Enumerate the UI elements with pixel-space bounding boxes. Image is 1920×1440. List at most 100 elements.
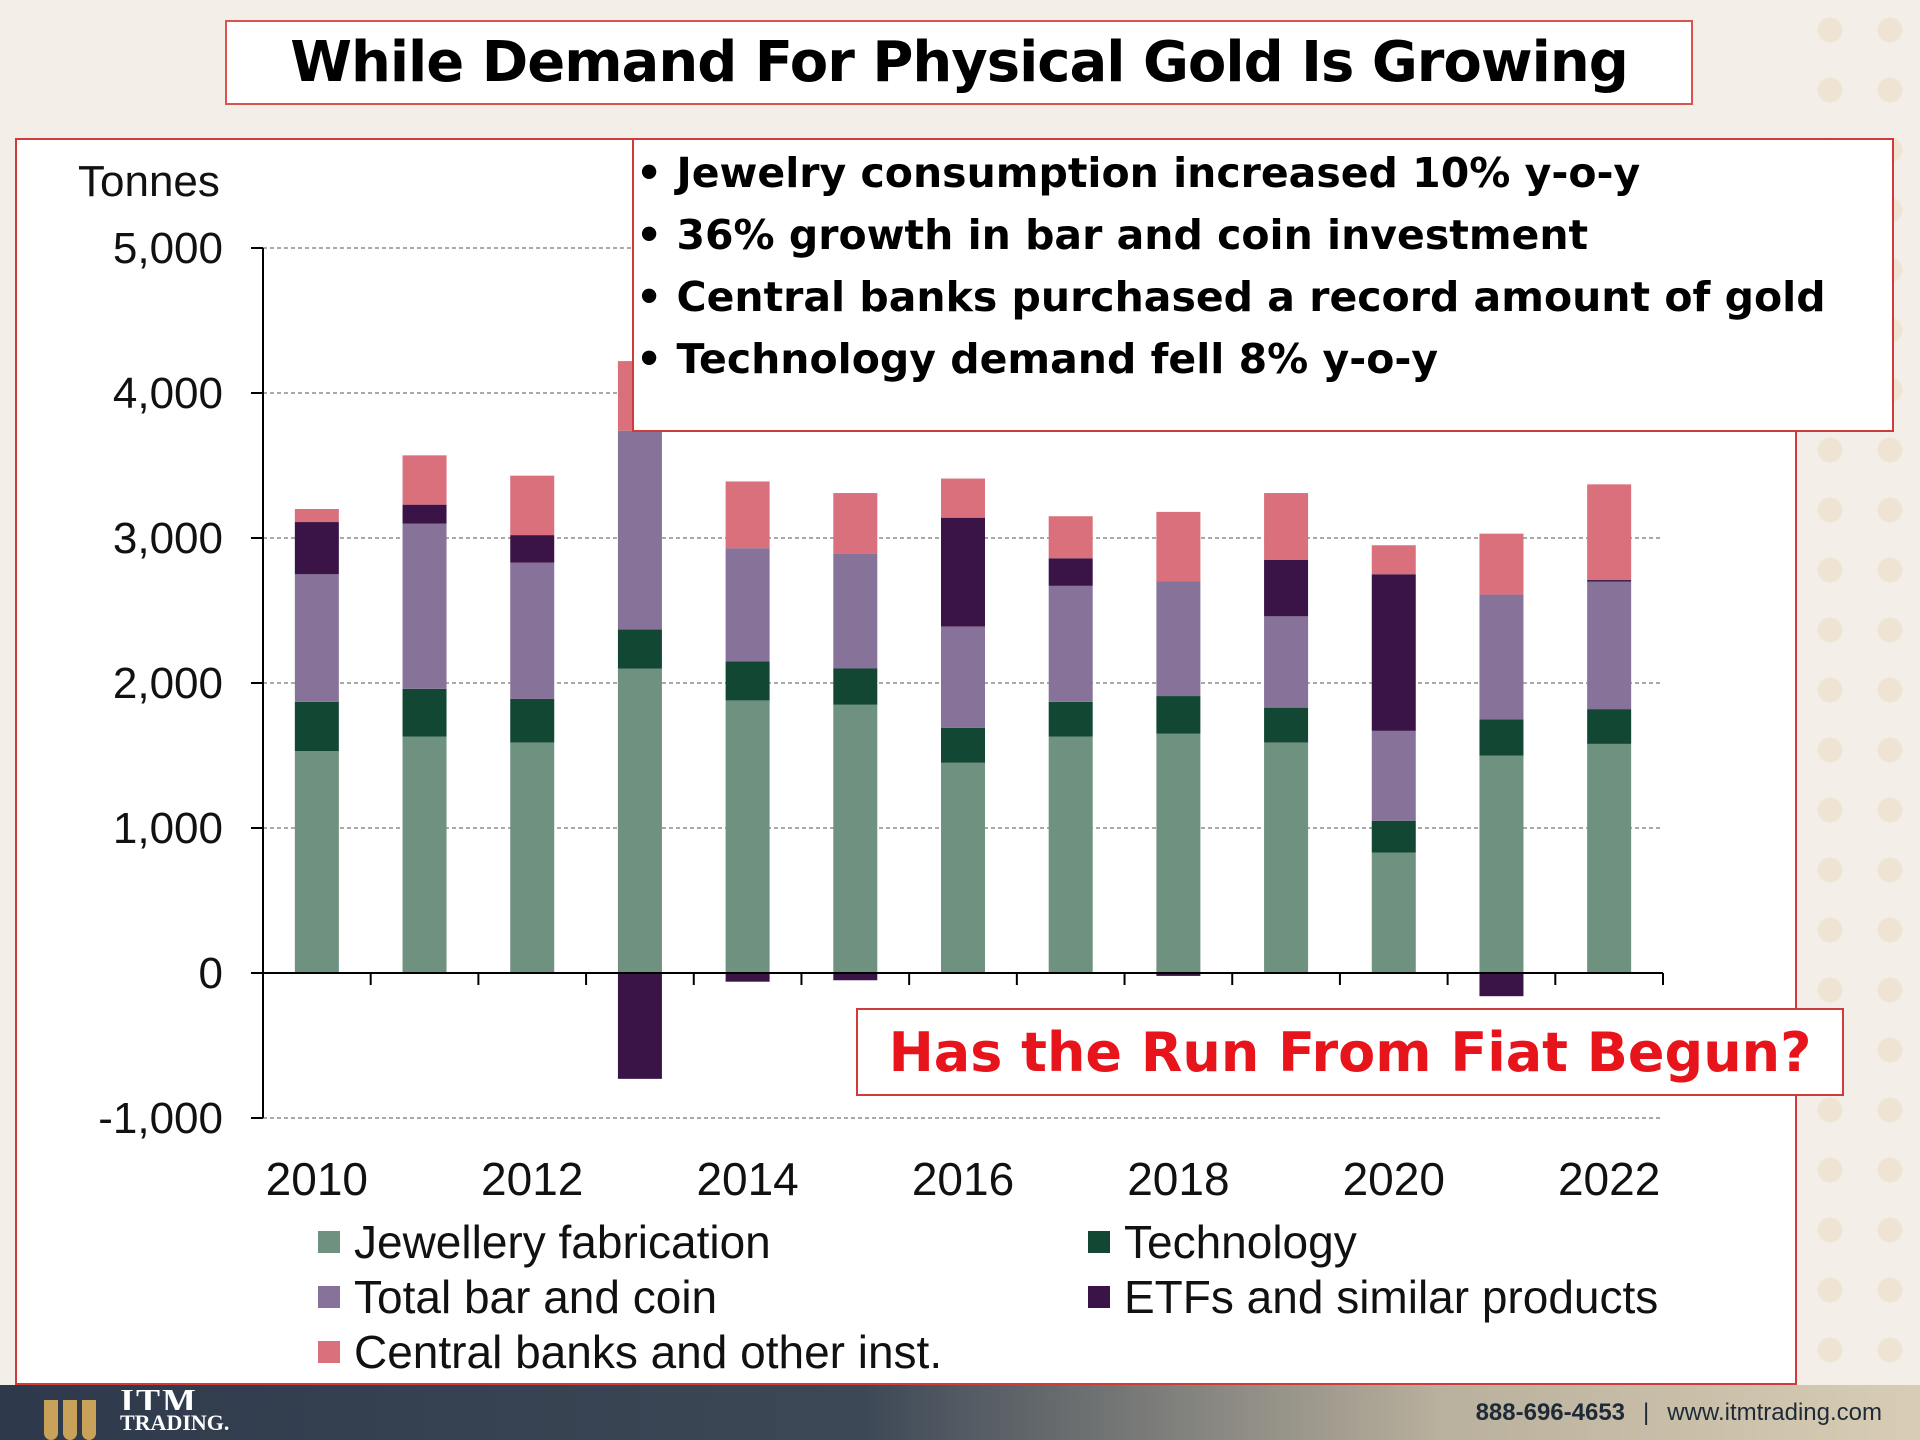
website-link[interactable]: www.itmtrading.com <box>1667 1398 1882 1426</box>
footer-contact: 888-696-4653 | www.itmtrading.com <box>1476 1385 1882 1440</box>
bar-segment <box>1156 511 1201 582</box>
callout-bullet: • Jewelry consumption increased 10% y-o-… <box>636 149 1641 197</box>
x-tick-label: 2020 <box>1343 1153 1445 1205</box>
callout-bullet: • Technology demand fell 8% y-o-y <box>636 335 1439 383</box>
x-tick-label: 2012 <box>481 1153 583 1205</box>
x-tick-label: 2010 <box>266 1153 368 1205</box>
x-tick-label: 2018 <box>1127 1153 1229 1205</box>
bar-segment <box>1479 755 1524 973</box>
bar-segment <box>294 509 339 523</box>
bar-segment <box>294 701 339 752</box>
legend-item-bar-coin: Total bar and coin <box>318 1270 717 1324</box>
y-tick-label: 0 <box>199 949 223 998</box>
bar-segment <box>402 523 447 689</box>
bar-segment <box>1371 574 1416 731</box>
y-tick-label: 2,000 <box>113 659 223 708</box>
bar-segment <box>510 742 555 973</box>
bar-segment <box>617 668 662 973</box>
bar-segment <box>294 751 339 973</box>
legend-item-central-banks: Central banks and other inst. <box>318 1325 942 1379</box>
bar-segment <box>510 562 555 699</box>
legend-item-jewellery: Jewellery fabrication <box>318 1215 771 1269</box>
bar-segment <box>617 973 662 1079</box>
bar-segment <box>1371 820 1416 853</box>
bar-segment <box>1264 742 1309 973</box>
bar-segment <box>1156 696 1201 734</box>
bar-segment <box>1479 719 1524 756</box>
question-callout: Has the Run From Fiat Begun? <box>856 1008 1844 1096</box>
phone-number[interactable]: 888-696-4653 <box>1475 1398 1626 1426</box>
bar-segment <box>510 475 555 536</box>
bar-segment <box>1587 709 1632 744</box>
bar-segment <box>833 668 878 705</box>
footer-separator: | <box>1643 1398 1650 1426</box>
legend-swatch <box>318 1341 340 1363</box>
bar-segment <box>725 548 770 662</box>
bar-segment <box>617 430 662 630</box>
x-tick-label: 2016 <box>912 1153 1014 1205</box>
bar-segment <box>294 522 339 575</box>
itm-logo-mark-icon <box>38 1385 102 1440</box>
bar-segment <box>1264 493 1309 560</box>
bar-segment <box>1048 736 1093 973</box>
bar-segment <box>617 629 662 669</box>
legend-swatch <box>1088 1286 1110 1308</box>
y-tick-label: 4,000 <box>113 369 223 418</box>
legend-swatch <box>1088 1231 1110 1253</box>
bar-segment <box>510 698 555 743</box>
callout-bullet: • 36% growth in bar and coin investment <box>636 211 1589 259</box>
callout-box: • Jewelry consumption increased 10% y-o-… <box>632 138 1894 432</box>
bar-segment <box>510 535 555 563</box>
bar-segment <box>833 704 878 973</box>
bar-segment <box>941 478 985 518</box>
bar-segment <box>1587 743 1632 973</box>
bar-segment <box>1048 558 1093 586</box>
bar-segment <box>1587 484 1632 581</box>
bar-segment <box>1587 581 1632 710</box>
bar-segment <box>1479 533 1524 595</box>
bar-segment <box>941 762 985 973</box>
bar-segment <box>1587 580 1632 582</box>
bar-segment <box>725 481 770 549</box>
bar-segment <box>1048 516 1093 559</box>
bar-segment <box>941 727 985 763</box>
logo-brand-top: ITM <box>120 1389 198 1410</box>
x-tick-label: 2022 <box>1558 1153 1660 1205</box>
page-title: While Demand For Physical Gold Is Growin… <box>225 20 1693 105</box>
bar-segment <box>1048 701 1093 737</box>
bar-segment <box>1156 733 1201 973</box>
legend-swatch <box>318 1231 340 1253</box>
logo-brand-bottom: TRADING. <box>120 1409 230 1435</box>
bar-segment <box>1371 852 1416 973</box>
bar-segment <box>294 574 339 702</box>
y-tick-label: 5,000 <box>113 224 223 273</box>
y-axis-label: Tonnes <box>78 157 220 206</box>
itm-logo: ITM TRADING. <box>38 1385 229 1440</box>
bar-segment <box>402 736 447 973</box>
bar-segment <box>833 493 878 554</box>
logo-text: ITM TRADING. <box>120 1390 229 1436</box>
bar-segment <box>1479 594 1524 720</box>
bar-segment <box>1264 559 1309 617</box>
bar-segment <box>1371 545 1416 575</box>
callout-bullet: • Central banks purchased a record amoun… <box>636 273 1826 321</box>
x-tick-label: 2014 <box>696 1153 798 1205</box>
y-tick-label: 3,000 <box>113 514 223 563</box>
legend-item-etfs: ETFs and similar products <box>1088 1270 1658 1324</box>
bar-segment <box>941 517 985 627</box>
chart-legend: Jewellery fabrication Technology Total b… <box>318 1215 1718 1380</box>
bar-segment <box>833 973 878 981</box>
bar-segment <box>1371 730 1416 821</box>
y-tick-label: -1,000 <box>98 1094 223 1143</box>
legend-item-technology: Technology <box>1088 1215 1357 1269</box>
bar-segment <box>1048 585 1093 702</box>
bar-segment <box>725 661 770 701</box>
bar-segment <box>725 700 770 973</box>
bar-segment <box>1156 973 1201 976</box>
footer-bar <box>0 1385 1920 1440</box>
bar-segment <box>725 973 770 982</box>
bar-segment <box>1264 707 1309 743</box>
bar-segment <box>402 455 447 505</box>
legend-swatch <box>318 1286 340 1308</box>
y-tick-label: 1,000 <box>113 804 223 853</box>
